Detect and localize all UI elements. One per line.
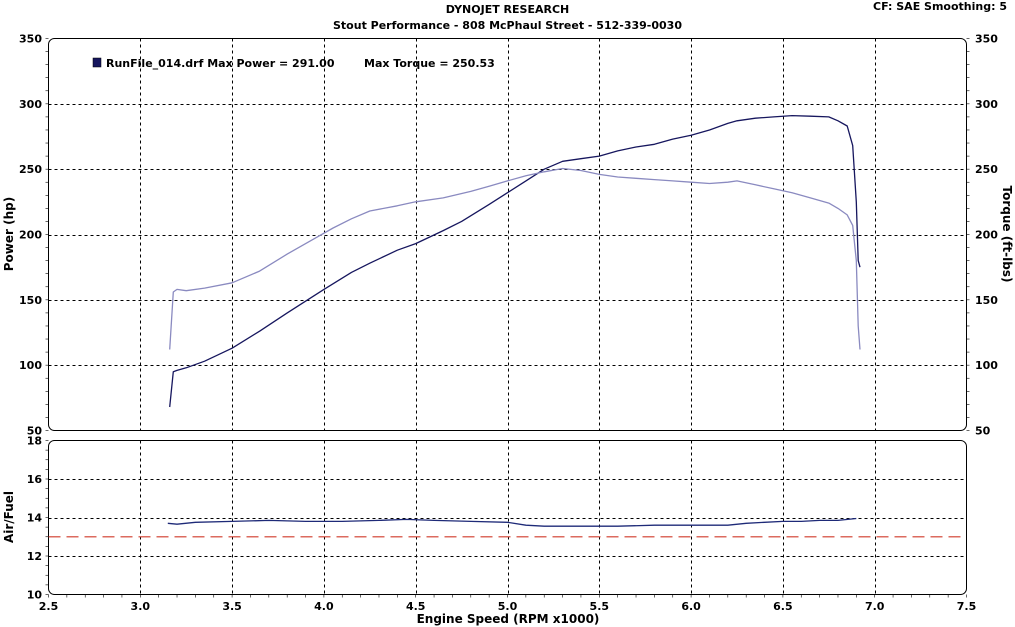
afr-series-line [167, 517, 857, 527]
y2-tick-label: 150 [975, 294, 998, 307]
y-tick-label: 100 [19, 359, 42, 372]
bottom-plot-frame [48, 440, 967, 595]
x-tick-label: 5.5 [590, 600, 610, 613]
y-tick-label: 150 [19, 294, 42, 307]
y2-tick-label: 350 [975, 33, 998, 46]
y-axis-label: Power (hp) [2, 197, 16, 271]
y-tick-label: 50 [27, 425, 43, 438]
bottom-ticks: 2.5 3.0 3.5 4.0 4.5 5.0 5.5 6.0 6.5 7.0 7.5 10 12 14 1… [27, 435, 977, 614]
y2-tick-label: 200 [975, 229, 998, 242]
legend-label: RunFile_014.drf Max Power = 291.00 [106, 57, 335, 70]
correction-info: CF: SAE Smoothing: 5 [873, 0, 1007, 13]
x-tick-label: 3.5 [222, 600, 242, 613]
x-tick-label: 7.5 [957, 600, 977, 613]
afr-tick-label: 12 [27, 550, 42, 563]
x-axis-label: Engine Speed (RPM x1000) [417, 612, 600, 626]
x-tick-label: 4.0 [314, 600, 334, 613]
chart-title: DYNOJET RESEARCH [445, 3, 570, 16]
torque-series-line [169, 167, 861, 350]
bottom-grid [48, 440, 967, 595]
top-plot-frame [48, 38, 967, 431]
chart-subtitle: Stout Performance - 808 McPhaul Street -… [333, 19, 682, 32]
y-tick-label: 300 [19, 98, 42, 111]
top-grid [48, 38, 967, 431]
afr-tick-label: 10 [27, 589, 43, 602]
y-tick-label: 250 [19, 163, 42, 176]
afr-tick-label: 16 [27, 473, 43, 486]
series-layer [48, 114, 967, 538]
top-ticks: 50 50 100 100 150 150 200 200 250 250 300 300 350 350 [19, 33, 998, 438]
legend-swatch [92, 57, 102, 68]
power-series-line [169, 114, 861, 408]
y2-tick-label: 100 [975, 359, 998, 372]
x-tick-label: 3.0 [131, 600, 151, 613]
x-tick-label: 6.0 [681, 600, 701, 613]
y-tick-label: 200 [19, 229, 42, 242]
y-tick-label: 350 [19, 33, 42, 46]
y2-axis-label: Torque (ft-lbs) [1000, 186, 1014, 283]
y2-tick-label: 300 [975, 98, 998, 111]
x-tick-label: 5.0 [498, 600, 518, 613]
y2-tick-label: 250 [975, 163, 998, 176]
legend-torque: Max Torque = 250.53 [364, 57, 495, 70]
afr-tick-label: 18 [27, 435, 42, 448]
x-tick-label: 6.5 [773, 600, 793, 613]
y2-tick-label: 50 [975, 425, 991, 438]
x-tick-label: 4.5 [406, 600, 426, 613]
afr-axis-label: Air/Fuel [2, 491, 16, 543]
x-tick-label: 7.0 [865, 600, 885, 613]
afr-tick-label: 14 [27, 512, 43, 525]
x-tick-label: 2.5 [39, 600, 59, 613]
